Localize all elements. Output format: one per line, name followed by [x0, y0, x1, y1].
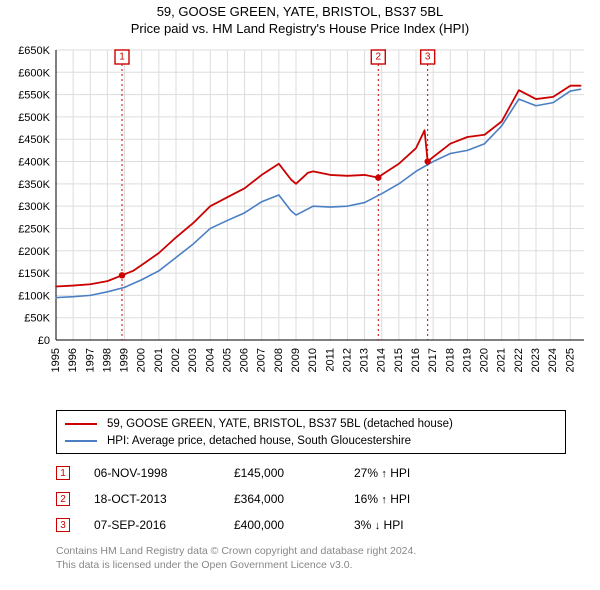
svg-text:2022: 2022 [513, 348, 525, 372]
transactions-table: 1 06-NOV-1998£145,00027% ↑ HPI 2 18-OCT-201… [56, 460, 566, 538]
transaction-row: 3 07-SEP-2016£400,0003% ↓ HPI [56, 512, 566, 538]
svg-text:2025: 2025 [564, 348, 576, 372]
transaction-marker: 3 [56, 518, 70, 532]
svg-text:£450K: £450K [18, 134, 50, 146]
svg-text:1999: 1999 [119, 348, 131, 372]
svg-text:3: 3 [425, 52, 431, 63]
svg-text:£150K: £150K [18, 268, 50, 280]
legend-item: HPI: Average price, detached house, Sout… [65, 432, 557, 449]
svg-text:2001: 2001 [153, 348, 165, 372]
transaction-row: 2 18-OCT-2013£364,00016% ↑ HPI [56, 486, 566, 512]
svg-text:£300K: £300K [18, 201, 50, 213]
transaction-price: £400,000 [234, 518, 354, 532]
legend-swatch [65, 440, 97, 442]
legend: 59, GOOSE GREEN, YATE, BRISTOL, BS37 5BL… [56, 410, 566, 454]
svg-text:£200K: £200K [18, 246, 50, 258]
svg-text:2015: 2015 [393, 348, 405, 372]
svg-text:2024: 2024 [547, 348, 559, 372]
svg-text:£400K: £400K [18, 157, 50, 169]
chart-title-line2: Price paid vs. HM Land Registry's House … [0, 21, 600, 36]
svg-text:2000: 2000 [136, 348, 148, 372]
svg-text:£550K: £550K [18, 90, 50, 102]
legend-swatch [65, 423, 97, 425]
svg-text:1998: 1998 [101, 348, 113, 372]
svg-text:2014: 2014 [376, 348, 388, 372]
legend-label: HPI: Average price, detached house, Sout… [107, 435, 411, 447]
svg-text:2013: 2013 [359, 348, 371, 372]
transaction-delta: 27% ↑ HPI [354, 466, 474, 480]
line-chart-svg: £0 £50K £100K £150K £200K £250K £300K £350K £400… [10, 44, 590, 404]
transaction-marker: 2 [56, 492, 70, 506]
chart-title-line1: 59, GOOSE GREEN, YATE, BRISTOL, BS37 5BL [0, 4, 600, 19]
svg-text:£350K: £350K [18, 179, 50, 191]
svg-text:2023: 2023 [530, 348, 542, 372]
svg-text:2007: 2007 [256, 348, 268, 372]
svg-text:1995: 1995 [50, 348, 62, 372]
transaction-price: £364,000 [234, 492, 354, 506]
svg-text:£650K: £650K [18, 45, 50, 57]
transaction-price: £145,000 [234, 466, 354, 480]
svg-text:£100K: £100K [18, 290, 50, 302]
svg-text:1997: 1997 [84, 348, 96, 372]
legend-item: 59, GOOSE GREEN, YATE, BRISTOL, BS37 5BL… [65, 415, 557, 432]
svg-text:2002: 2002 [170, 348, 182, 372]
transaction-delta: 16% ↑ HPI [354, 492, 474, 506]
svg-text:2: 2 [376, 52, 382, 63]
svg-text:2008: 2008 [273, 348, 285, 372]
svg-text:2004: 2004 [204, 348, 216, 372]
svg-text:£500K: £500K [18, 112, 50, 124]
svg-text:£0: £0 [38, 335, 50, 347]
transaction-row: 1 06-NOV-1998£145,00027% ↑ HPI [56, 460, 566, 486]
svg-text:2006: 2006 [239, 348, 251, 372]
svg-text:2012: 2012 [341, 348, 353, 372]
transaction-date: 06-NOV-1998 [94, 466, 234, 480]
footer-line2: This data is licensed under the Open Gov… [56, 558, 566, 572]
footer-attribution: Contains HM Land Registry data © Crown c… [56, 544, 566, 572]
transaction-date: 07-SEP-2016 [94, 518, 234, 532]
svg-text:2017: 2017 [427, 348, 439, 372]
svg-text:2011: 2011 [324, 348, 336, 372]
svg-text:2016: 2016 [410, 348, 422, 372]
transaction-date: 18-OCT-2013 [94, 492, 234, 506]
svg-text:£600K: £600K [18, 67, 50, 79]
svg-text:2003: 2003 [187, 348, 199, 372]
svg-text:2018: 2018 [444, 348, 456, 372]
transaction-marker: 1 [56, 466, 70, 480]
svg-text:£250K: £250K [18, 223, 50, 235]
svg-text:2010: 2010 [307, 348, 319, 372]
chart-area: £0 £50K £100K £150K £200K £250K £300K £350K £400… [10, 44, 590, 404]
svg-text:1996: 1996 [67, 348, 79, 372]
svg-text:2005: 2005 [221, 348, 233, 372]
svg-text:1: 1 [119, 52, 125, 63]
svg-text:2021: 2021 [496, 348, 508, 372]
svg-text:2019: 2019 [461, 348, 473, 372]
transaction-delta: 3% ↓ HPI [354, 518, 474, 532]
legend-label: 59, GOOSE GREEN, YATE, BRISTOL, BS37 5BL… [107, 418, 453, 430]
svg-text:2009: 2009 [290, 348, 302, 372]
footer-line1: Contains HM Land Registry data © Crown c… [56, 544, 566, 558]
svg-text:£50K: £50K [24, 313, 50, 325]
svg-text:2020: 2020 [479, 348, 491, 372]
